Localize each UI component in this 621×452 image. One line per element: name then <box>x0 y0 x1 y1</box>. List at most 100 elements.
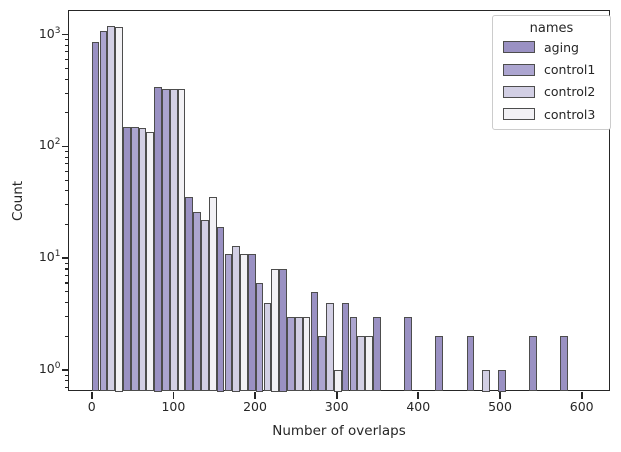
y-tick-label-1e2: 102 <box>38 137 61 153</box>
bar-control2-bin12 <box>482 370 491 392</box>
bar-aging-bin8 <box>341 302 350 392</box>
bar-aging-bin9 <box>372 316 381 392</box>
bar-aging-bin14 <box>529 336 537 392</box>
y-minor-tick <box>64 156 69 158</box>
x-tick-400 <box>417 391 420 399</box>
y-minor-tick <box>64 223 69 226</box>
y-minor-tick <box>64 190 69 192</box>
bar-control1-bin6 <box>287 316 295 392</box>
bar-control3-bin6 <box>302 316 311 392</box>
x-tick-500 <box>499 391 501 399</box>
bar-aging-bin10 <box>404 316 412 392</box>
bar-control3-bin7 <box>333 370 342 392</box>
bar-control1-bin0 <box>99 30 108 392</box>
y-minor-tick <box>64 67 69 69</box>
bar-control2-bin5 <box>263 302 272 392</box>
legend-label-control3: control3 <box>544 106 596 122</box>
bar-control2-bin2 <box>169 89 178 392</box>
bar-control2-bin6 <box>294 316 303 392</box>
bar-control2-bin7 <box>326 302 334 392</box>
y-minor-tick <box>64 274 69 277</box>
legend-swatch-control2 <box>503 85 535 98</box>
legend-label-aging: aging <box>544 39 579 55</box>
x-tick-300 <box>335 391 338 399</box>
x-tick-200 <box>254 391 256 399</box>
bar-control2-bin3 <box>201 219 209 392</box>
y-minor-tick <box>64 78 69 80</box>
y-tick-1e2 <box>61 145 69 148</box>
y-minor-tick <box>64 268 69 270</box>
y-minor-tick <box>64 316 69 318</box>
y-minor-tick <box>64 179 69 181</box>
y-minor-tick <box>64 386 69 388</box>
y-minor-tick <box>64 51 69 53</box>
bar-control1-bin8 <box>349 316 358 392</box>
x-tick-label-400: 400 <box>406 399 431 414</box>
y-minor-tick <box>64 163 69 165</box>
bar-control3-bin2 <box>177 89 186 392</box>
y-tick-1e3 <box>61 33 69 36</box>
y-minor-tick <box>64 374 69 376</box>
bar-control2-bin0 <box>107 26 116 392</box>
bar-control1-bin1 <box>130 126 139 392</box>
legend-item-control3: control3 <box>493 103 610 125</box>
y-minor-tick <box>64 44 69 46</box>
bar-control3-bin0 <box>115 27 123 392</box>
y-minor-tick <box>64 302 69 304</box>
bar-aging-bin7 <box>310 291 319 392</box>
y-minor-tick <box>64 150 69 153</box>
y-minor-tick <box>64 58 69 60</box>
bar-aging-bin15 <box>560 336 569 392</box>
bar-control1-bin4 <box>224 253 233 392</box>
bar-control2-bin1 <box>138 128 147 392</box>
y-tick-label-1e1: 101 <box>38 249 61 265</box>
y-minor-tick <box>64 170 69 172</box>
bar-aging-bin13 <box>497 370 506 392</box>
legend-title: names <box>529 21 574 36</box>
legend-label-control2: control2 <box>544 84 596 100</box>
x-tick-600 <box>580 391 583 399</box>
x-tick-label-600: 600 <box>569 399 594 414</box>
x-tick-label-0: 0 <box>87 399 96 414</box>
y-minor-tick <box>64 291 69 293</box>
bar-control1-bin5 <box>255 283 264 392</box>
y-minor-tick <box>64 204 69 206</box>
bar-aging-bin0 <box>91 41 100 392</box>
legend-label-control1: control1 <box>544 62 596 78</box>
y-axis-label: Count <box>10 180 26 222</box>
bar-control3-bin4 <box>240 253 248 392</box>
bar-aging-bin2 <box>154 87 162 392</box>
bar-control1-bin3 <box>193 211 202 392</box>
legend-rows: aging control1 control2 control3 <box>493 36 610 126</box>
legend-item-control2: control2 <box>493 81 610 103</box>
legend-item-control1: control1 <box>493 58 610 80</box>
legend-swatch-control1 <box>503 63 535 76</box>
y-minor-tick <box>64 39 69 41</box>
x-tick-label-500: 500 <box>488 399 512 414</box>
bar-control1-bin7 <box>318 336 327 392</box>
y-minor-tick <box>64 112 69 114</box>
y-tick-label-1e0: 100 <box>38 361 61 377</box>
bar-aging-bin6 <box>279 269 287 392</box>
y-minor-tick <box>64 380 69 382</box>
y-tick-label-1e3: 103 <box>38 25 61 41</box>
x-tick-label-200: 200 <box>243 399 267 414</box>
legend: names aging control1 control2 control3 <box>492 15 611 130</box>
bar-control2-bin4 <box>232 245 241 392</box>
bar-aging-bin11 <box>435 336 444 392</box>
bar-control1-bin2 <box>162 89 170 392</box>
bar-control3-bin8 <box>365 336 373 392</box>
bar-control3-bin5 <box>271 269 280 392</box>
legend-item-aging: aging <box>493 36 610 58</box>
y-tick-1e0 <box>61 369 69 371</box>
bar-aging-bin4 <box>216 227 225 392</box>
y-minor-tick <box>64 92 69 94</box>
x-tick-100 <box>172 391 175 399</box>
legend-swatch-aging <box>503 41 535 54</box>
y-minor-tick <box>64 262 69 264</box>
y-minor-tick <box>64 282 69 284</box>
x-tick-0 <box>90 391 93 399</box>
x-axis-label: Number of overlaps <box>272 423 406 439</box>
y-tick-1e1 <box>61 257 69 260</box>
